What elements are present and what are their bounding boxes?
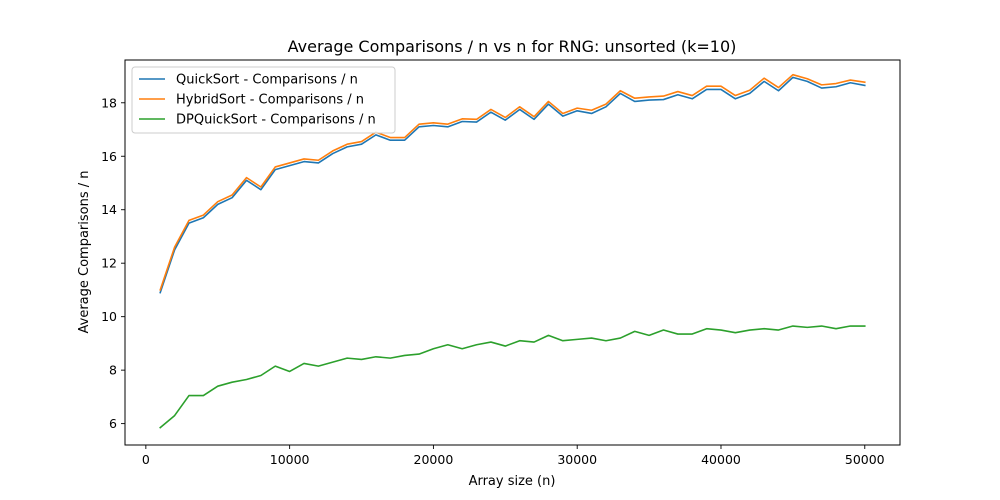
x-tick-label: 30000 <box>557 452 597 467</box>
series-line-0 <box>159 76 866 294</box>
y-tick-label: 14 <box>101 202 117 217</box>
y-axis-ticks: 6 8 10 12 14 16 18 <box>101 95 125 431</box>
x-tick-label: 40000 <box>701 452 741 467</box>
x-axis-ticks: 0 10000 20000 30000 40000 50000 <box>142 445 885 467</box>
legend-label: DPQuickSort - Comparisons / n <box>176 113 376 128</box>
series-line-1 <box>159 73 866 291</box>
y-tick-label: 10 <box>101 309 117 324</box>
y-axis-label: Average Comparisons / n <box>77 170 92 333</box>
x-tick-label: 20000 <box>414 452 454 467</box>
legend-box <box>131 66 396 134</box>
x-axis-label: Array size (n) <box>469 474 556 489</box>
chart-title: Average Comparisons / n vs n for RNG: un… <box>288 37 737 56</box>
plot-frame <box>124 59 901 446</box>
y-tick-label: 8 <box>109 363 117 378</box>
legend-label: QuickSort - Comparisons / n <box>176 73 358 88</box>
x-tick-label: 10000 <box>270 452 310 467</box>
series-line-2 <box>159 325 866 429</box>
x-tick-label: 0 <box>142 452 150 467</box>
y-tick-label: 12 <box>101 256 117 271</box>
legend-label: HybridSort - Comparisons / n <box>176 93 364 108</box>
x-tick-label: 50000 <box>845 452 885 467</box>
legend: QuickSort - Comparisons / n HybridSort - … <box>131 66 396 134</box>
y-tick-label: 18 <box>101 95 117 110</box>
y-tick-label: 16 <box>101 149 117 164</box>
y-tick-label: 6 <box>109 416 117 431</box>
series-layer <box>159 73 866 429</box>
